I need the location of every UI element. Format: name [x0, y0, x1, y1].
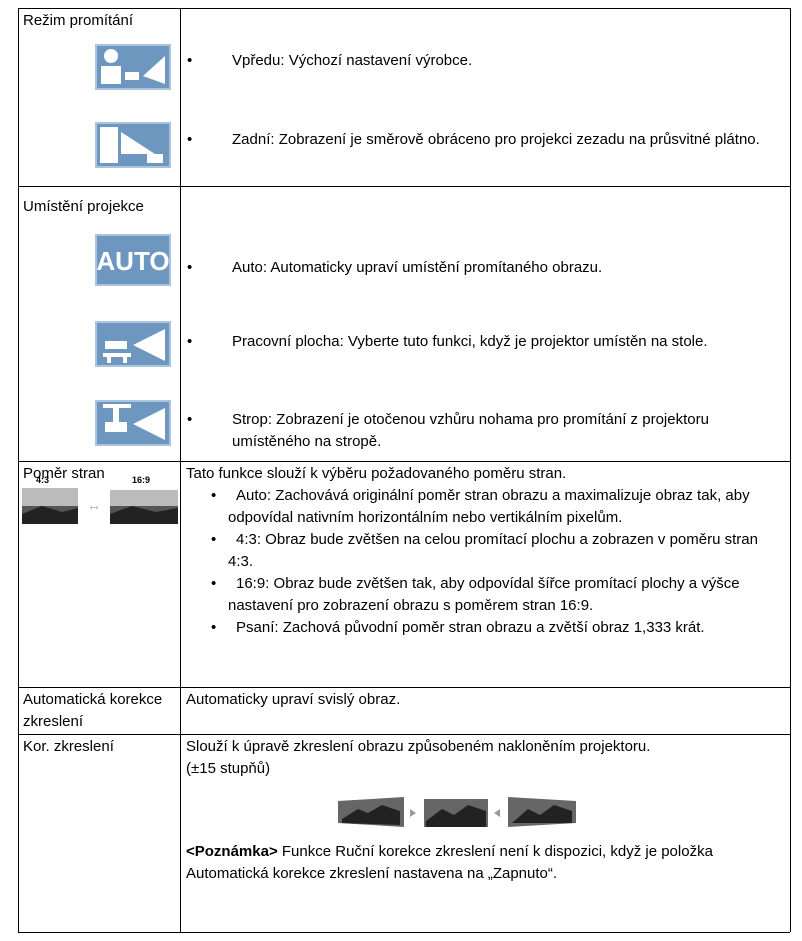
bullet: •	[187, 411, 193, 428]
row-content: Tato funkce slouží k výběru požadovaného…	[186, 463, 786, 639]
item: • Psaní: Zachová původní poměr stran obra…	[211, 619, 705, 636]
bullet: •	[187, 52, 193, 69]
border	[18, 461, 790, 462]
item: • Auto: Zachovává originální poměr stran …	[211, 487, 750, 526]
image-label: 16:9	[132, 475, 151, 485]
icon	[95, 122, 171, 168]
row-label: Umístění projekce	[23, 198, 144, 215]
row-label: Automatická korekce zkreslení	[23, 691, 163, 730]
image-label: 4:3	[36, 475, 50, 485]
item-text: Pracovní plocha: Vyberte tuto funkci, kd…	[232, 333, 708, 350]
row-label: Režim promítání	[23, 12, 134, 29]
keystone-images	[338, 797, 576, 827]
bullet: •	[187, 131, 193, 148]
border	[18, 932, 790, 933]
border	[18, 734, 790, 735]
row-label: Poměr stran	[23, 465, 105, 482]
icon	[95, 321, 171, 367]
note: <Poznámka> Funkce Ruční korekce zkreslen…	[186, 841, 786, 885]
item-text: Auto: Automaticky upraví umístění promít…	[232, 259, 603, 276]
bullet: •	[187, 333, 193, 350]
item-text: Vpředu: Výchozí nastavení výrobce.	[232, 52, 473, 69]
svg-text:↔: ↔	[87, 497, 101, 513]
item-text: Psaní: Zachová původní poměr stran obraz…	[236, 619, 705, 636]
item-text: Strop: Zobrazení je otočenou vzhůru noha…	[232, 411, 709, 450]
border	[18, 8, 790, 9]
row-text: Slouží k úpravě zkreslení obrazu způsobe…	[186, 738, 651, 755]
border	[18, 186, 790, 187]
item-text: 16:9: Obraz bude zvětšen tak, aby odpoví…	[228, 575, 740, 614]
icon: AUTO	[95, 234, 171, 286]
item-text: Auto: Zachovává originální poměr stran o…	[228, 487, 750, 526]
item-text: 4:3: Obraz bude zvětšen na celou promíta…	[228, 531, 758, 570]
item: • 16:9: Obraz bude zvětšen tak, aby odpov…	[211, 575, 740, 614]
row-label: Kor. zkreslení	[23, 738, 114, 755]
icon	[95, 400, 171, 446]
border	[790, 8, 791, 932]
icon-text: AUTO	[96, 246, 169, 276]
bullet: •	[187, 259, 193, 276]
border	[18, 8, 19, 932]
note-text: Funkce Ruční korekce zkreslení není k di…	[186, 843, 713, 882]
border	[18, 687, 790, 688]
aspect-images: ↔	[22, 488, 178, 524]
item-text: Zadní: Zobrazení je směrově obráceno pro…	[232, 131, 760, 148]
intro-text: Tato funkce slouží k výběru požadovaného…	[186, 465, 567, 482]
item: • 4:3: Obraz bude zvětšen na celou promít…	[211, 531, 758, 570]
border	[180, 8, 181, 932]
row-text: (±15 stupňů)	[186, 760, 271, 777]
icon	[95, 44, 171, 90]
row-text: Automaticky upraví svislý obraz.	[186, 691, 401, 708]
note-label: <Poznámka>	[186, 843, 278, 860]
